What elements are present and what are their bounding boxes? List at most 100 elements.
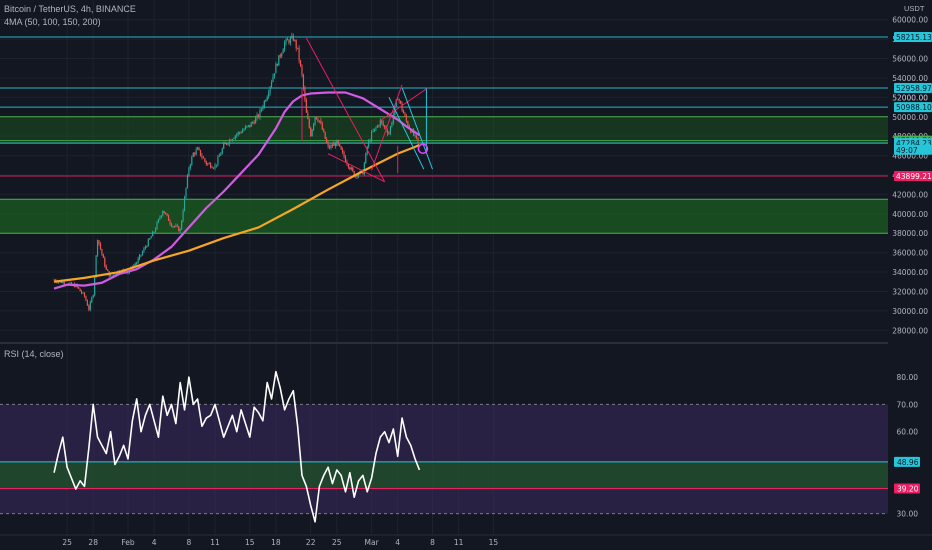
candle-body xyxy=(170,223,173,227)
candle-body xyxy=(147,239,149,247)
candle-body xyxy=(234,135,236,139)
time-tick-label: 4 xyxy=(152,538,157,547)
candle-body xyxy=(191,156,193,165)
candle-body xyxy=(96,240,99,256)
candle-body xyxy=(278,55,280,66)
candle-body xyxy=(144,247,146,249)
candle-body xyxy=(86,300,88,306)
price-tick-label: 38000.00 xyxy=(892,229,928,238)
candle-body xyxy=(269,86,271,93)
time-tick-label: 25 xyxy=(332,538,342,547)
candle-body xyxy=(328,146,331,148)
support-zone xyxy=(0,116,888,143)
candle-body xyxy=(400,100,402,104)
moving-averages xyxy=(53,91,421,290)
candle-body xyxy=(414,135,416,137)
candle-body xyxy=(347,163,349,168)
time-tick-label: Mar xyxy=(365,538,380,547)
symbol-title: Bitcoin / TetherUS, 4h, BINANCE xyxy=(4,4,136,14)
candle-body xyxy=(252,122,254,124)
candle-body xyxy=(78,287,80,289)
candle-body xyxy=(107,269,109,272)
candle-body xyxy=(176,225,178,227)
candle-body xyxy=(356,175,358,177)
candle-body xyxy=(99,243,102,249)
time-tick-label: Feb xyxy=(121,538,135,547)
candle-body xyxy=(384,125,386,128)
candle-body xyxy=(189,164,191,169)
candle-body xyxy=(217,156,219,165)
price-tick-label: 56000.00 xyxy=(892,55,928,64)
candle-body xyxy=(357,174,360,177)
candle-body xyxy=(281,53,283,57)
time-tick-label: 8 xyxy=(430,538,435,547)
horizontal-levels xyxy=(0,36,888,177)
candle-body xyxy=(263,101,265,108)
candle-body xyxy=(150,236,152,239)
candle-body xyxy=(165,213,167,214)
time-tick-label: 11 xyxy=(454,538,464,547)
candle-body xyxy=(212,167,215,169)
candle-body xyxy=(284,42,286,50)
candle-body xyxy=(157,219,160,223)
candle-body xyxy=(195,149,197,155)
candle-body xyxy=(91,297,93,303)
price-tag xyxy=(894,102,932,113)
candle-body xyxy=(372,131,374,132)
candle-body xyxy=(369,140,371,142)
candle-body xyxy=(308,118,310,128)
candle-body xyxy=(110,275,112,277)
candle-body xyxy=(140,254,142,256)
rsi-level-tag-label: 48.96 xyxy=(897,458,919,467)
candle-body xyxy=(295,40,297,49)
candle-body xyxy=(381,120,383,123)
candle-body xyxy=(302,74,305,89)
currency-label: USDT xyxy=(904,4,925,13)
candle-body xyxy=(337,140,339,145)
candle-body xyxy=(159,217,161,220)
time-tick-label: 28 xyxy=(88,538,98,547)
candle-body xyxy=(218,155,220,157)
candle-body xyxy=(330,144,332,148)
candle-body xyxy=(146,246,148,248)
candle-body xyxy=(163,211,165,214)
candle-body xyxy=(207,163,209,165)
trendline-cyan xyxy=(388,97,425,170)
candle-body xyxy=(259,109,261,118)
candle-body xyxy=(231,139,233,141)
candle-body xyxy=(104,257,106,267)
candle-body xyxy=(402,110,405,114)
candle-body xyxy=(233,138,235,140)
price-tag-label: 49:07 xyxy=(896,146,918,155)
candle-body xyxy=(185,187,187,198)
candle-body xyxy=(214,165,216,168)
price-tag-label: 47284.23 xyxy=(896,139,932,148)
candle-body xyxy=(237,132,239,135)
candle-body xyxy=(368,141,370,147)
candle-body xyxy=(89,302,91,310)
candle-body xyxy=(53,279,55,281)
candle-body xyxy=(115,273,117,275)
time-tick-label: 15 xyxy=(489,538,499,547)
candle-body xyxy=(273,73,276,77)
candle-body xyxy=(179,229,181,232)
candle-body xyxy=(275,63,277,74)
price-tick-label: 40000.00 xyxy=(892,210,928,219)
rsi-tick-label: 60.00 xyxy=(897,428,919,437)
price-tag xyxy=(894,144,932,155)
candle-body xyxy=(279,55,281,57)
candle-body xyxy=(249,125,251,127)
candle-body xyxy=(307,112,309,119)
candle-body xyxy=(334,143,336,147)
candle-body xyxy=(92,295,94,298)
price-tick-label: 54000.00 xyxy=(892,74,928,83)
candle-body xyxy=(391,122,393,127)
candle-body xyxy=(405,115,407,122)
candle-body xyxy=(298,47,300,61)
candle-body xyxy=(244,126,247,130)
candle-body xyxy=(321,123,323,130)
candle-body xyxy=(326,138,328,143)
candle-body xyxy=(363,163,365,175)
candle-body xyxy=(246,126,248,127)
candle-body xyxy=(172,226,174,227)
